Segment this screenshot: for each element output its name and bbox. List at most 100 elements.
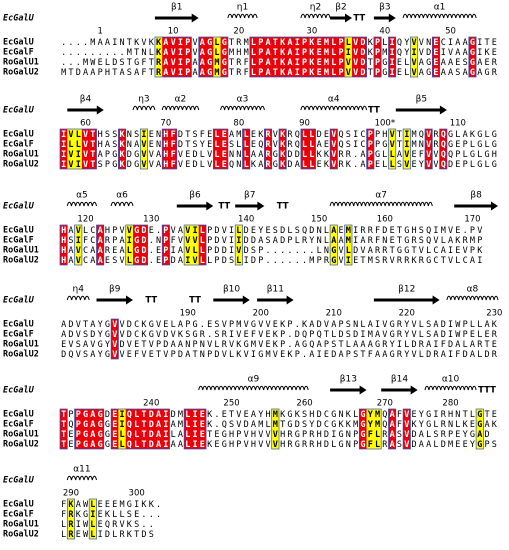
identical-cell (220, 149, 229, 159)
identical-cell (133, 255, 141, 265)
residue: I (192, 420, 197, 430)
residue: E (265, 226, 270, 236)
residue: E (324, 350, 329, 360)
residue: I (229, 236, 234, 246)
similar-cell (271, 429, 280, 439)
helix-coil (300, 13, 331, 19)
residue: A (171, 440, 176, 450)
identical-cell (271, 57, 280, 67)
residue: E (112, 410, 117, 420)
residue: A (477, 68, 482, 78)
residue: E (463, 440, 468, 450)
residue: C (83, 256, 88, 266)
residue: I (295, 58, 300, 68)
similar-cell (388, 129, 396, 139)
structure-label: β13 (340, 375, 357, 385)
residue: D (324, 430, 329, 440)
residue: P (214, 256, 219, 266)
residue: V (171, 330, 176, 340)
identical-cell (249, 47, 258, 57)
identical-cell (388, 47, 396, 57)
residue: I (390, 58, 395, 68)
residue: A (163, 68, 168, 78)
residue: I (353, 130, 358, 140)
residue: G (448, 140, 453, 150)
identical-cell (439, 129, 448, 139)
conserved-box (110, 408, 170, 450)
residue: P (470, 226, 475, 236)
identical-cell (403, 429, 411, 439)
residue: A (448, 58, 453, 68)
residue: V (265, 430, 270, 440)
residue: R (222, 330, 228, 340)
residue: V (426, 130, 431, 140)
sequence-name: RoGalU1 (3, 58, 39, 68)
residue: L (331, 440, 336, 450)
similar-cell (191, 245, 199, 255)
identical-cell (191, 439, 199, 449)
conserved-box (161, 224, 170, 266)
residue: R (441, 430, 447, 440)
residue: V (178, 236, 183, 246)
residue: V (68, 160, 73, 170)
residue: D (287, 150, 292, 160)
residue: Q (382, 420, 387, 430)
residue: R (112, 520, 118, 530)
identical-cell (111, 429, 119, 439)
residue: F (61, 500, 66, 510)
residue: V (338, 256, 343, 266)
conserved-box (264, 128, 273, 170)
residue: Q (426, 226, 431, 236)
residue: V (338, 246, 343, 256)
residue: G (287, 410, 292, 420)
residue: V (141, 38, 146, 48)
residue-number: 30 (306, 27, 317, 37)
similar-cell (74, 159, 83, 169)
residue: K (258, 130, 264, 140)
residue: E (112, 420, 117, 430)
sequence-name: EcGalU (3, 410, 34, 420)
similar-cell (344, 47, 353, 57)
structure-label: β5 (416, 95, 427, 105)
turn-label: TT (189, 296, 201, 306)
residue: L (477, 150, 482, 160)
residue: A (360, 340, 365, 350)
similar-cell (89, 519, 97, 529)
identical-cell (213, 139, 221, 149)
similar-cell (125, 225, 134, 235)
similar-cell (118, 429, 126, 439)
residue: L (324, 226, 329, 236)
residue: V (273, 130, 278, 140)
identical-cell (162, 225, 170, 235)
identical-cell (432, 37, 440, 47)
residue: V (149, 340, 154, 350)
residue: R (433, 140, 439, 150)
turn-label: TT (368, 106, 380, 116)
identical-cell (257, 57, 265, 67)
identical-cell (264, 67, 272, 77)
residue: E (127, 350, 132, 360)
residue: I (317, 350, 322, 360)
conserved-box (468, 36, 477, 78)
residue: E (76, 530, 81, 540)
similar-cell (140, 129, 148, 139)
residue: A (426, 440, 431, 450)
residue: N (353, 320, 358, 330)
residue: I (448, 320, 453, 330)
identical-cell (133, 235, 141, 245)
block-title: EcGalU (3, 386, 35, 396)
residue: W (455, 320, 461, 330)
residue: V (171, 38, 176, 48)
helix-coil (424, 385, 477, 391)
residue: L (200, 236, 205, 246)
residue: P (302, 430, 307, 440)
residue: D (295, 420, 300, 430)
residue: E (222, 160, 227, 170)
residue: K (302, 320, 308, 330)
identical-cell (140, 235, 148, 245)
similar-cell (235, 245, 243, 255)
sequence-name: EcGalF (3, 140, 34, 150)
residue: L (470, 320, 475, 330)
residue: . (295, 246, 300, 256)
residue: . (68, 58, 73, 68)
